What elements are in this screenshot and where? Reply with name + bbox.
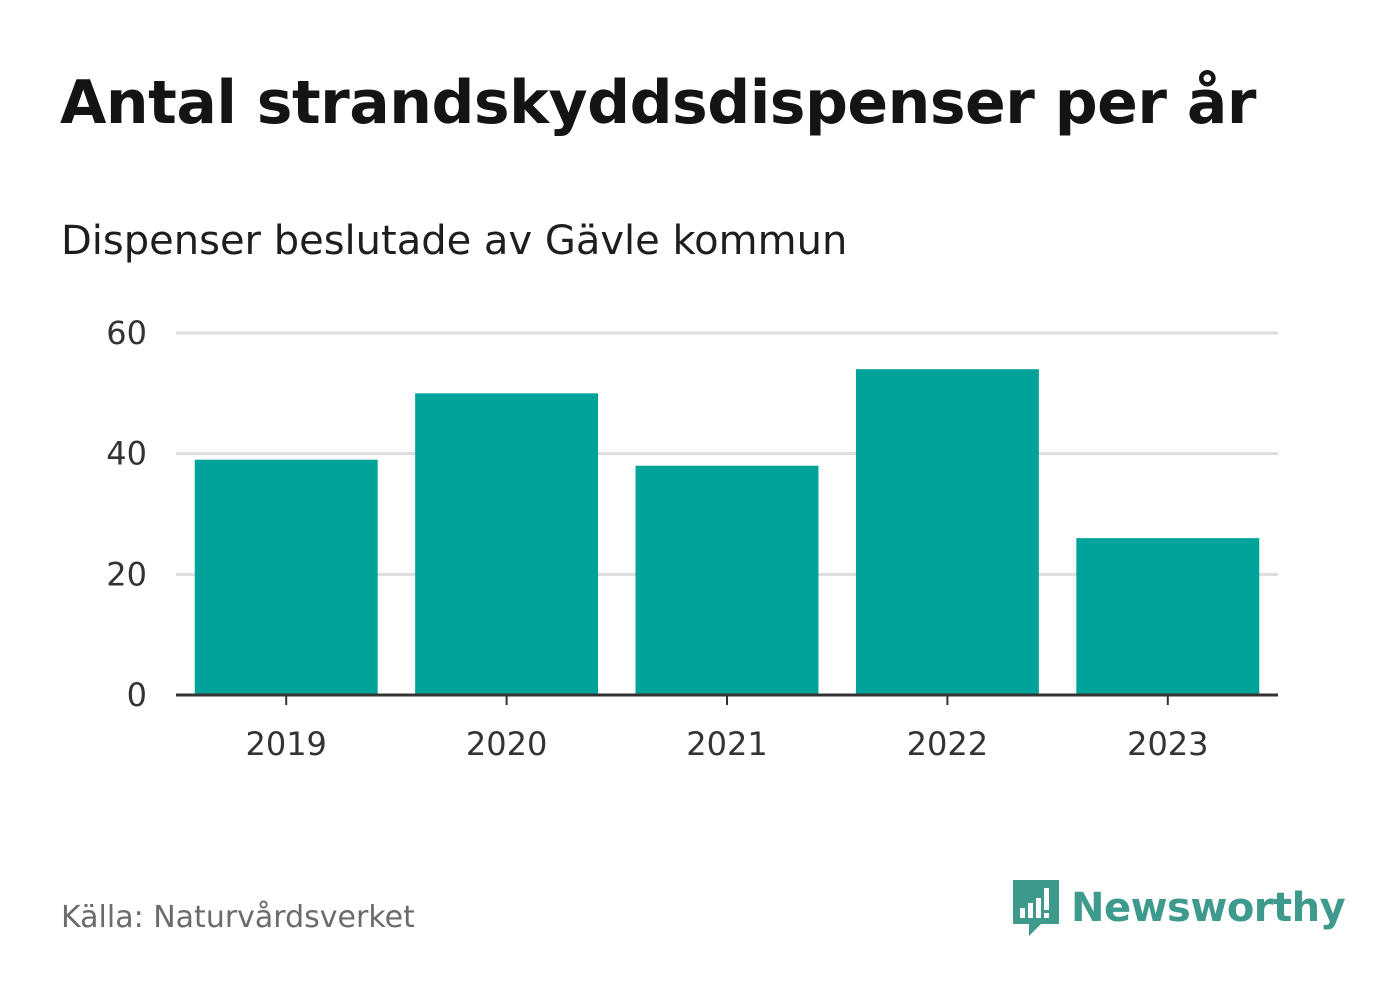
x-tick-label: 2021 (686, 725, 767, 763)
y-tick-label: 40 (106, 435, 147, 473)
x-tick-label: 2023 (1127, 725, 1208, 763)
bars (194, 369, 1260, 695)
axes: 0 20 40 60 2019 2020 2021 2022 2023 (106, 314, 1278, 763)
bar-2019[interactable] (194, 459, 378, 695)
x-tick-label: 2022 (907, 725, 988, 763)
bar-2021[interactable] (635, 465, 819, 695)
bar-2020[interactable] (415, 393, 599, 695)
bar-2023[interactable] (1076, 538, 1260, 695)
brand-name: Newsworthy (1071, 885, 1346, 931)
chart-title: Antal strandskyddsdispenser per år (60, 68, 1256, 138)
y-tick-label: 0 (127, 676, 147, 714)
y-tick-label: 20 (106, 555, 147, 593)
y-tick-label: 60 (106, 314, 147, 352)
source-note: Källa: Naturvårdsverket (61, 900, 415, 935)
brand-logo[interactable]: Newsworthy (1011, 878, 1346, 938)
newsworthy-logo-icon (1013, 880, 1059, 936)
bar-2022[interactable] (855, 369, 1039, 695)
x-tick-label: 2020 (466, 725, 547, 763)
chart-subtitle: Dispenser beslutade av Gävle kommun (61, 218, 848, 264)
x-tick-label: 2019 (245, 725, 326, 763)
